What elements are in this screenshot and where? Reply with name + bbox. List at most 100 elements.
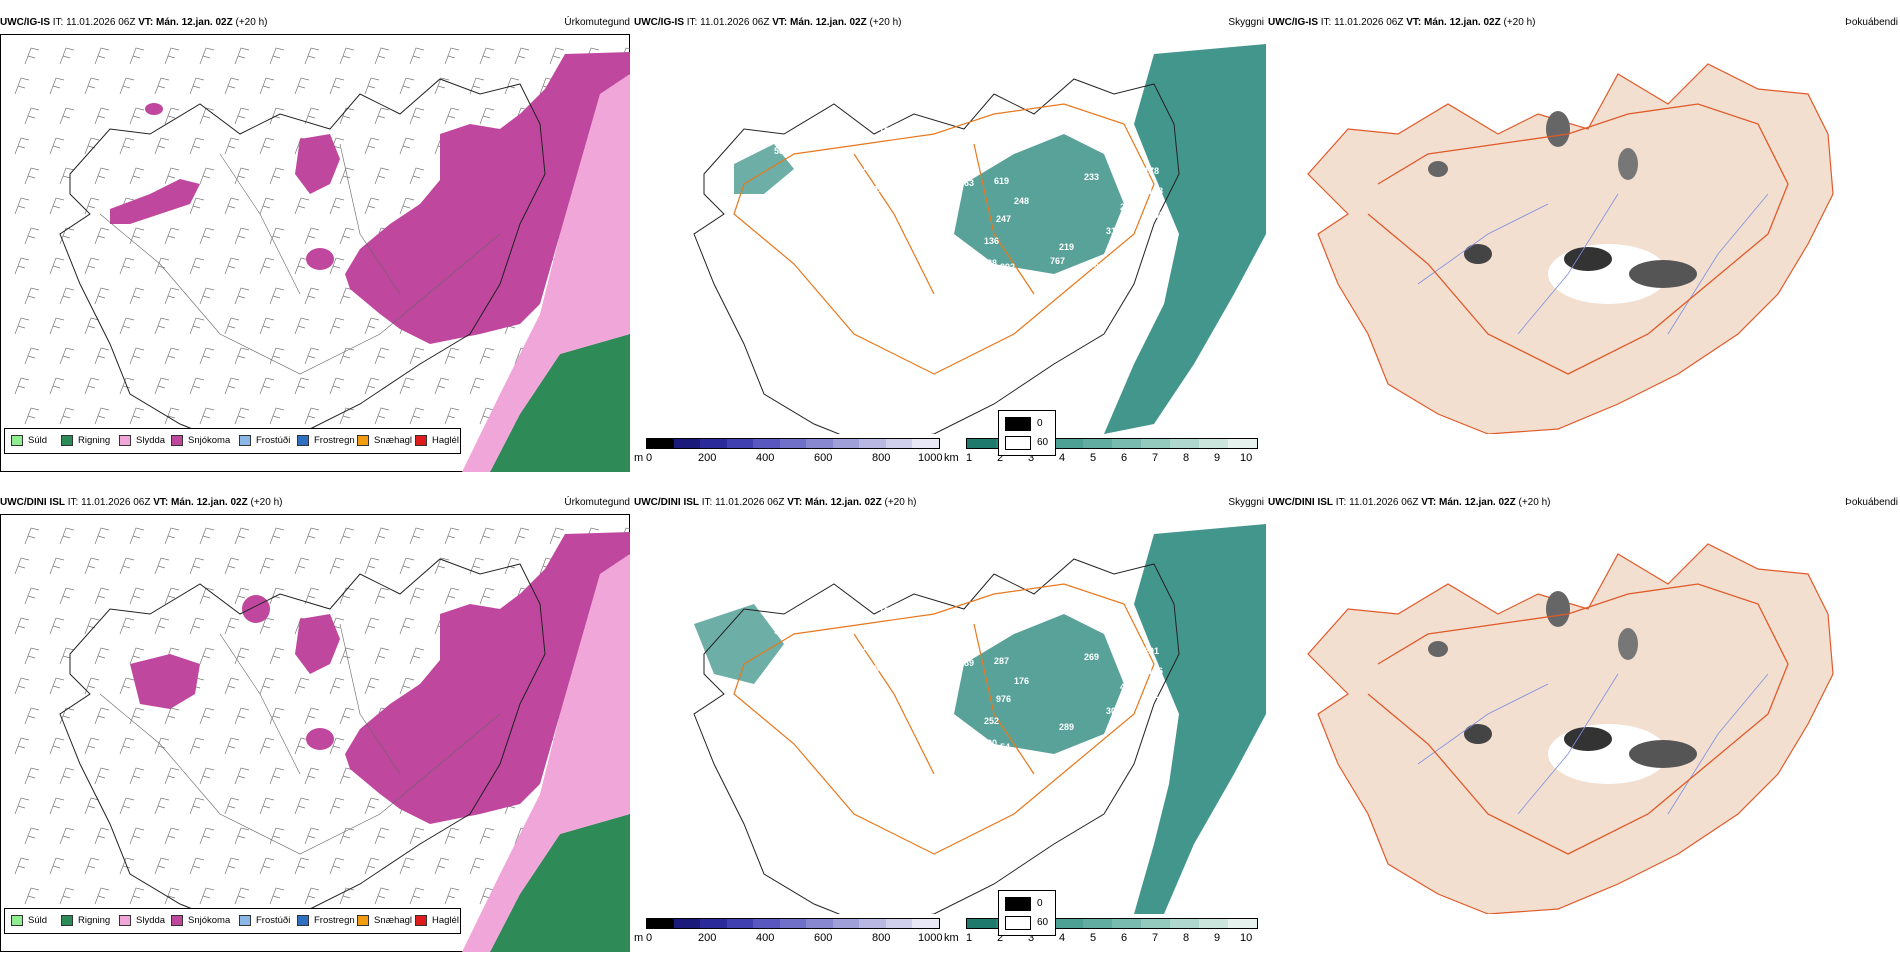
- wind-barb: [49, 617, 65, 635]
- wind-barb: [479, 47, 495, 65]
- wind-barb: [374, 887, 390, 905]
- colorbar-swatch: [753, 439, 780, 448]
- cloudbase-label: 219: [1059, 242, 1074, 252]
- colorbar-tick: 4: [1059, 932, 1066, 944]
- wind-barb: [339, 347, 355, 365]
- vt-label: VT:: [153, 497, 169, 508]
- wind-barb: [444, 887, 460, 905]
- cloudbase-label: 41: [834, 290, 844, 300]
- wind-barb: [399, 677, 415, 695]
- cloudbase-label: 533: [1106, 624, 1121, 634]
- legend-item: Slydda: [119, 915, 165, 927]
- wind-barb: [434, 557, 450, 575]
- wind-barb: [364, 857, 380, 875]
- wind-barb: [364, 797, 380, 815]
- legend-item: Frostregn: [297, 435, 355, 447]
- rivers: [1417, 193, 1769, 335]
- cloudbase-label: 144: [1154, 690, 1169, 700]
- cloudbase-label: 89: [899, 656, 909, 666]
- colorbar-unit: m: [634, 932, 644, 944]
- wind-barb: [399, 77, 415, 95]
- wind-barb: [94, 107, 110, 125]
- wind-barb: [14, 857, 30, 875]
- colorbar-swatch: [859, 919, 886, 928]
- cloudbase-label: 361: [956, 732, 971, 742]
- wind-barb: [469, 77, 485, 95]
- wind-barb: [119, 737, 135, 755]
- snow-area-west: [130, 654, 200, 709]
- wind-barb: [224, 317, 240, 335]
- wind-barb: [339, 167, 355, 185]
- wind-barb: [84, 197, 100, 215]
- wind-barb: [199, 767, 215, 785]
- colorbar-swatch: [647, 919, 674, 928]
- wind-barb: [14, 677, 30, 695]
- legend-item: Snjókoma: [171, 435, 230, 447]
- wind-barb: [259, 257, 275, 275]
- it-label: IT:: [1320, 17, 1332, 28]
- cloudbase-label: 137: [888, 166, 903, 176]
- colorbar-swatch: [967, 919, 996, 928]
- wind-barb: [129, 587, 145, 605]
- wind-barb: [304, 407, 320, 425]
- fog-low: [1428, 641, 1448, 657]
- legend-item: Snæhagl: [357, 915, 412, 927]
- wind-barb: [339, 527, 355, 545]
- snow-area-center: [295, 614, 340, 674]
- panel-header: UWC/DINI ISL IT: 11.01.2026 06Z VT: Mán.…: [1268, 494, 1900, 512]
- wind-barb: [94, 167, 110, 185]
- cloudbase-label: 763: [959, 178, 974, 188]
- cloudbase-label: 151: [922, 188, 937, 198]
- panel-header: UWC/IG-IS IT: 11.01.2026 06Z VT: Mán. 12…: [634, 14, 1266, 32]
- wind-barb: [164, 887, 180, 905]
- fog-swatch-low: [1005, 897, 1031, 911]
- colorbar-swatch: [832, 439, 860, 448]
- wind-barb: [24, 707, 40, 725]
- wind-barb: [409, 407, 425, 425]
- colorbar-swatch: [700, 919, 727, 928]
- legend-swatch: [11, 435, 23, 446]
- cloudbase-label: 150: [899, 176, 914, 186]
- colorbar-tick: 6: [1121, 452, 1128, 464]
- precip-type-map: [14, 47, 630, 472]
- legend-swatch: [357, 915, 369, 926]
- wind-barb: [59, 347, 75, 365]
- panel-header: UWC/DINI ISL IT: 11.01.2026 06Z VT: Mán.…: [634, 494, 1266, 512]
- legend-item: Frostúði: [239, 915, 290, 927]
- wind-barb: [224, 557, 240, 575]
- colorbar-swatch: [885, 439, 913, 448]
- fog-low: [1464, 724, 1492, 744]
- it-label: IT:: [701, 497, 713, 508]
- wind-barb: [339, 407, 355, 425]
- wind-barb: [399, 557, 415, 575]
- wind-barb: [469, 857, 485, 875]
- colorbar-swatches: [646, 438, 940, 449]
- wind-barb: [119, 137, 135, 155]
- wind-barb: [364, 197, 380, 215]
- wind-barb: [339, 107, 355, 125]
- colorbar-tick: 1000: [918, 932, 943, 944]
- panel-title: Úrkomutegund: [564, 497, 630, 508]
- wind-barb: [479, 347, 495, 365]
- wind-barb: [199, 647, 215, 665]
- wind-barb: [154, 617, 170, 635]
- wind-barb: [59, 887, 75, 905]
- wind-barb: [269, 827, 285, 845]
- it-value: 11.01.2026 06Z: [1349, 497, 1419, 508]
- wind-barb: [269, 887, 285, 905]
- wind-barb: [189, 197, 205, 215]
- legend-item: Frostúði: [239, 435, 290, 447]
- wind-barb: [84, 257, 100, 275]
- wind-barb: [374, 167, 390, 185]
- roads: [733, 103, 1155, 375]
- fog-low: [1618, 628, 1638, 660]
- vt-value: Mán. 12.jan. 02Z: [805, 497, 882, 508]
- wind-barb: [304, 887, 320, 905]
- wind-barb: [154, 797, 170, 815]
- wind-barb: [269, 347, 285, 365]
- cloudbase-label: 80: [848, 272, 858, 282]
- wind-barb: [119, 797, 135, 815]
- fog-low: [1546, 111, 1570, 147]
- wind-barb: [259, 317, 275, 335]
- iceland-coastline: [693, 78, 1180, 434]
